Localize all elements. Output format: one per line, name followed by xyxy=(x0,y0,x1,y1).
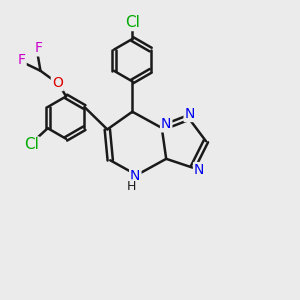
Text: H: H xyxy=(127,180,136,193)
Text: F: F xyxy=(35,41,43,56)
Text: Cl: Cl xyxy=(24,137,39,152)
Text: F: F xyxy=(18,53,26,67)
Text: O: O xyxy=(52,76,63,90)
Text: N: N xyxy=(161,117,171,131)
Text: N: N xyxy=(194,163,204,177)
Text: Cl: Cl xyxy=(125,15,140,30)
Text: N: N xyxy=(184,107,195,121)
Text: N: N xyxy=(130,169,140,184)
